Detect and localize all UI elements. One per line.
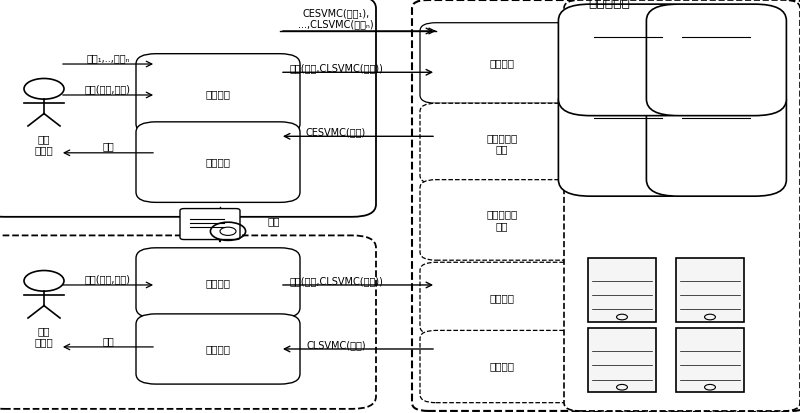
- Polygon shape: [676, 328, 744, 392]
- FancyBboxPatch shape: [420, 262, 584, 335]
- FancyBboxPatch shape: [420, 23, 584, 103]
- Text: 字符串模糊
检索: 字符串模糊 检索: [486, 209, 518, 231]
- Text: 结果: 结果: [102, 336, 114, 346]
- FancyBboxPatch shape: [136, 248, 300, 318]
- Text: CESVMC(结果): CESVMC(结果): [306, 127, 366, 137]
- Text: 结果: 结果: [102, 142, 114, 152]
- Text: 操作(类型,CLSVMC(参数)): 操作(类型,CLSVMC(参数)): [289, 276, 383, 286]
- Text: 字符串精确
检索: 字符串精确 检索: [486, 133, 518, 154]
- Polygon shape: [588, 258, 656, 322]
- FancyBboxPatch shape: [180, 209, 240, 240]
- Text: 数据₁,..,数据ₙ: 数据₁,..,数据ₙ: [86, 53, 130, 63]
- FancyBboxPatch shape: [420, 330, 584, 403]
- FancyBboxPatch shape: [136, 122, 300, 202]
- Text: CLSVMC(结果): CLSVMC(结果): [306, 340, 366, 350]
- Text: 数据
拥有者: 数据 拥有者: [34, 134, 54, 155]
- FancyBboxPatch shape: [564, 0, 800, 411]
- FancyBboxPatch shape: [420, 180, 584, 260]
- Text: 操作(类型,参数): 操作(类型,参数): [85, 84, 131, 94]
- FancyBboxPatch shape: [136, 314, 300, 384]
- FancyBboxPatch shape: [558, 4, 698, 116]
- Text: 加密模块: 加密模块: [206, 89, 230, 99]
- FancyBboxPatch shape: [412, 0, 800, 411]
- Text: 操作(类型,CLSVMC(参数)): 操作(类型,CLSVMC(参数)): [289, 63, 383, 73]
- Polygon shape: [588, 328, 656, 392]
- FancyBboxPatch shape: [646, 85, 786, 196]
- Text: 数据
使用者: 数据 使用者: [34, 326, 54, 347]
- FancyBboxPatch shape: [0, 235, 376, 409]
- Text: 操作(类型,参数): 操作(类型,参数): [85, 274, 131, 284]
- Polygon shape: [676, 258, 744, 322]
- FancyBboxPatch shape: [646, 4, 786, 116]
- Text: 算术运算: 算术运算: [490, 293, 514, 304]
- FancyBboxPatch shape: [0, 0, 376, 217]
- Text: 加密模块: 加密模块: [206, 278, 230, 288]
- FancyBboxPatch shape: [558, 85, 698, 196]
- Text: 服务提供者: 服务提供者: [589, 0, 630, 9]
- Text: 证书: 证书: [268, 216, 281, 226]
- Text: 解密模块: 解密模块: [206, 344, 230, 354]
- FancyBboxPatch shape: [420, 103, 584, 184]
- Text: 解密模块: 解密模块: [206, 157, 230, 167]
- Text: 聚集运算: 聚集运算: [490, 361, 514, 372]
- Text: CESVMC(数据₁),
...,CLSVMC(数据ₙ): CESVMC(数据₁), ...,CLSVMC(数据ₙ): [298, 8, 374, 29]
- FancyBboxPatch shape: [136, 54, 300, 134]
- Text: 计算模块: 计算模块: [490, 58, 514, 68]
